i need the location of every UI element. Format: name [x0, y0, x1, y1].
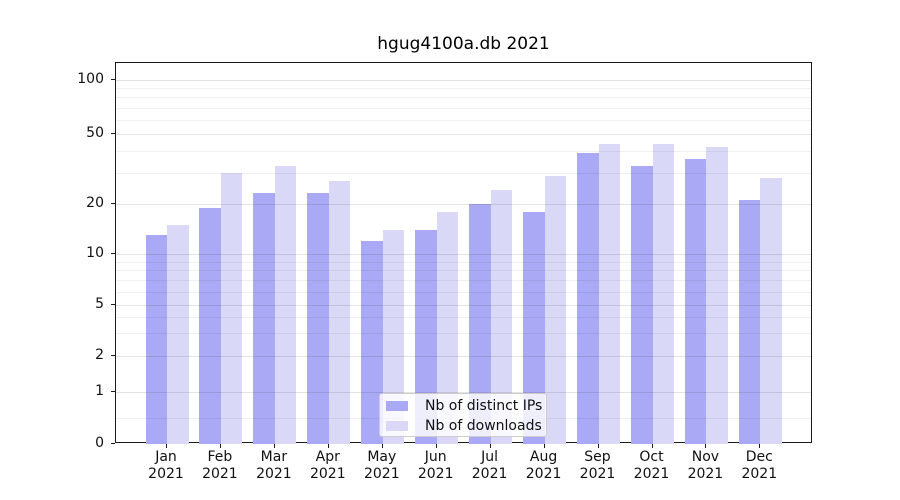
x-tick-label-nov: Nov 2021: [687, 449, 724, 482]
bar-distinct-ips-oct: [631, 165, 653, 444]
x-tick-label-sep: Sep 2021: [579, 449, 616, 482]
x-tick-label-jan: Jan 2021: [148, 449, 184, 482]
bar-downloads-oct: [652, 143, 674, 444]
y-tick-mark: [111, 79, 115, 80]
x-tick-mark: [219, 444, 221, 448]
x-tick-label-mar: Mar 2021: [256, 449, 292, 482]
x-tick-label-oct: Oct 2021: [633, 449, 670, 482]
x-tick-label-jul: Jul 2021: [471, 449, 508, 482]
x-tick-mark: [651, 444, 653, 448]
x-tick-label-jun: Jun 2021: [417, 449, 454, 482]
y-tick-label: 2: [95, 347, 104, 363]
bar-downloads-aug: [544, 175, 567, 444]
y-tick-label: 5: [95, 296, 104, 312]
bar-distinct-ips-may: [361, 240, 383, 444]
x-tick-mark: [489, 444, 491, 448]
legend: Nb of distinct IPs Nb of downloads: [379, 393, 547, 437]
x-tick-mark: [597, 444, 599, 448]
chart-title: hgug4100a.db 2021: [377, 34, 550, 54]
y-tick-mark: [111, 391, 115, 392]
major-gridline: [116, 80, 811, 81]
y-tick-mark: [111, 443, 115, 444]
x-tick-mark: [705, 444, 707, 448]
minor-gridline: [116, 97, 811, 98]
y-tick-mark: [111, 355, 115, 356]
x-tick-mark: [435, 444, 437, 448]
bar-distinct-ips-jan: [145, 235, 167, 444]
legend-swatch-distinct-ips: [386, 401, 408, 411]
x-tick-mark: [543, 444, 545, 448]
bar-distinct-ips-jun: [415, 229, 437, 444]
bar-downloads-may: [382, 229, 405, 444]
y-tick-mark: [111, 253, 115, 254]
bar-distinct-ips-feb: [199, 207, 221, 444]
major-gridline: [116, 134, 811, 135]
x-tick-mark: [327, 444, 329, 448]
legend-row-distinct-ips: Nb of distinct IPs: [380, 396, 546, 416]
y-tick-label: 0: [95, 435, 104, 451]
x-tick-label-dec: Dec 2021: [741, 449, 778, 482]
x-tick-label-aug: Aug 2021: [525, 449, 562, 482]
x-tick-label-may: May 2021: [363, 449, 400, 482]
bar-downloads-jan: [167, 224, 189, 444]
bar-downloads-sep: [598, 143, 620, 444]
bar-downloads-nov: [706, 147, 728, 444]
bar-distinct-ips-nov: [684, 159, 707, 444]
legend-label-downloads: Nb of downloads: [425, 418, 542, 434]
x-tick-label-feb: Feb 2021: [202, 449, 238, 482]
x-tick-mark: [759, 444, 761, 448]
bar-distinct-ips-aug: [523, 211, 545, 444]
y-tick-label: 10: [86, 245, 104, 261]
bar-distinct-ips-mar: [253, 193, 275, 444]
x-tick-mark: [381, 444, 383, 448]
y-tick-label: 50: [86, 125, 104, 141]
x-tick-mark: [166, 444, 167, 448]
legend-label-distinct-ips: Nb of distinct IPs: [425, 398, 543, 414]
bar-downloads-jul: [490, 190, 513, 444]
bar-distinct-ips-apr: [307, 193, 329, 444]
bar-distinct-ips-sep: [577, 153, 599, 444]
bar-downloads-mar: [274, 165, 297, 444]
bar-distinct-ips-dec: [738, 200, 761, 444]
plot-area: Nb of distinct IPs Nb of downloads: [115, 62, 812, 444]
bar-downloads-jun: [436, 211, 459, 444]
bar-distinct-ips-jul: [469, 204, 491, 444]
legend-row-downloads: Nb of downloads: [380, 416, 546, 436]
y-tick-mark: [111, 133, 115, 134]
y-tick-mark: [111, 304, 115, 305]
bar-downloads-feb: [220, 173, 243, 444]
y-tick-label: 20: [86, 195, 104, 211]
legend-swatch-downloads: [386, 421, 408, 431]
x-tick-label-apr: Apr 2021: [309, 449, 346, 482]
bar-downloads-dec: [760, 178, 782, 444]
x-tick-mark: [273, 444, 275, 448]
y-tick-mark: [111, 203, 115, 204]
y-tick-label: 1: [95, 383, 104, 399]
minor-gridline: [116, 120, 811, 121]
minor-gridline: [116, 108, 811, 109]
y-tick-label: 100: [77, 71, 104, 87]
minor-gridline: [116, 88, 811, 89]
bar-downloads-apr: [328, 181, 351, 444]
